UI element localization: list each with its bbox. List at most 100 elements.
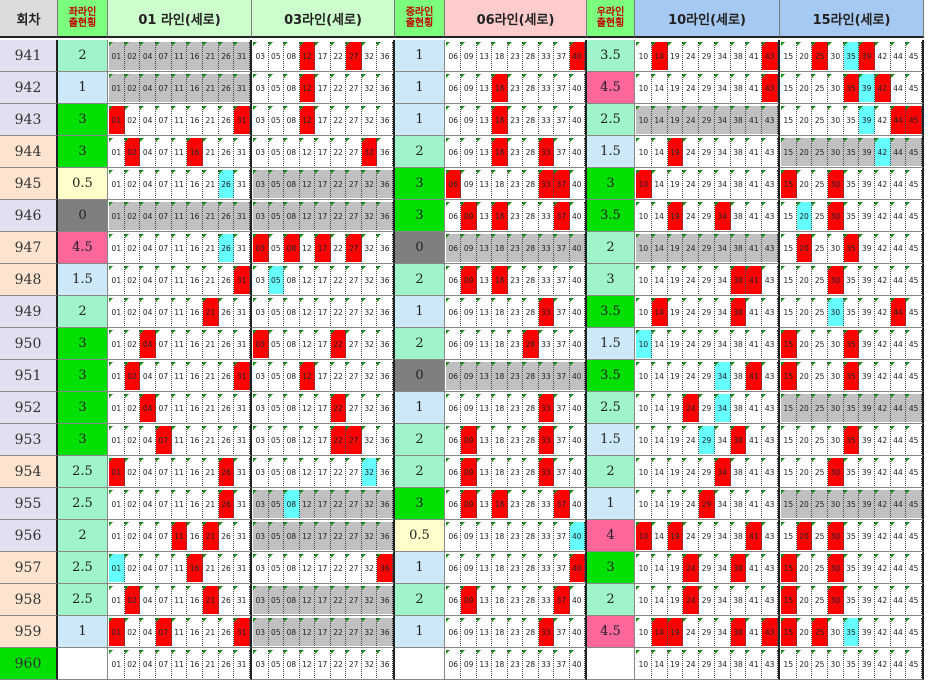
right-line-rate-cell[interactable]: 1.5	[587, 424, 635, 456]
number-cell-24[interactable]: 24	[683, 522, 700, 550]
number-cell-45[interactable]: 45	[906, 234, 922, 262]
number-cell-31[interactable]: 31	[234, 490, 250, 518]
number-cell-40[interactable]: 40	[569, 106, 585, 134]
left-line-rate-cell[interactable]: 2.5	[58, 584, 108, 616]
number-cell-43[interactable]: 43	[762, 554, 778, 582]
number-cell-21[interactable]: 21	[203, 618, 219, 646]
number-cell-39[interactable]: 39	[859, 458, 875, 486]
right-line-rate-cell[interactable]	[587, 648, 635, 680]
number-cell-25[interactable]: 25	[812, 394, 828, 422]
number-cell-19[interactable]: 19	[667, 362, 684, 390]
mid-line-rate-cell[interactable]: 1	[395, 296, 445, 328]
number-cell-36[interactable]: 36	[377, 522, 393, 550]
number-cell-31[interactable]: 31	[234, 74, 250, 102]
number-cell-17[interactable]: 17	[315, 202, 331, 230]
left-line-rate-cell[interactable]: 3	[58, 360, 108, 392]
number-cell-44[interactable]: 44	[890, 650, 907, 678]
number-cell-14[interactable]: 14	[651, 426, 668, 454]
number-cell-32[interactable]: 32	[361, 234, 378, 262]
number-cell-32[interactable]: 32	[361, 138, 378, 166]
number-cell-26[interactable]: 26	[218, 42, 235, 70]
number-cell-42[interactable]: 42	[875, 522, 891, 550]
right-line-rate-cell[interactable]: 3.5	[587, 40, 635, 72]
number-cell-30[interactable]: 30	[828, 586, 844, 614]
number-cell-17[interactable]: 17	[315, 522, 331, 550]
number-cell-42[interactable]: 42	[875, 138, 891, 166]
number-cell-12[interactable]: 12	[299, 298, 316, 326]
number-cell-15[interactable]: 15	[781, 202, 797, 230]
number-cell-05[interactable]: 05	[268, 362, 285, 390]
number-cell-39[interactable]: 39	[859, 362, 875, 390]
number-cell-41[interactable]: 41	[746, 554, 763, 582]
number-cell-35[interactable]: 35	[843, 234, 860, 262]
number-cell-36[interactable]: 36	[377, 618, 393, 646]
number-cell-31[interactable]: 31	[234, 554, 250, 582]
number-cell-43[interactable]: 43	[762, 106, 778, 134]
number-cell-23[interactable]: 23	[507, 42, 524, 70]
number-cell-07[interactable]: 07	[156, 554, 172, 582]
number-cell-41[interactable]: 41	[746, 298, 763, 326]
number-cell-34[interactable]: 34	[714, 298, 731, 326]
number-cell-37[interactable]: 37	[554, 426, 570, 454]
number-cell-38[interactable]: 38	[730, 554, 747, 582]
number-cell-34[interactable]: 34	[714, 458, 731, 486]
number-cell-35[interactable]: 35	[843, 298, 860, 326]
number-cell-13[interactable]: 13	[476, 362, 493, 390]
number-cell-28[interactable]: 28	[523, 522, 539, 550]
number-cell-04[interactable]: 04	[140, 458, 156, 486]
number-cell-19[interactable]: 19	[667, 138, 684, 166]
number-cell-18[interactable]: 18	[492, 554, 508, 582]
number-cell-01[interactable]: 01	[109, 234, 125, 262]
number-cell-31[interactable]: 31	[234, 298, 250, 326]
number-cell-14[interactable]: 14	[651, 330, 668, 358]
number-cell-31[interactable]: 31	[234, 618, 250, 646]
number-cell-19[interactable]: 19	[667, 394, 684, 422]
number-cell-24[interactable]: 24	[683, 234, 700, 262]
number-cell-03[interactable]: 03	[253, 554, 269, 582]
number-cell-17[interactable]: 17	[315, 394, 331, 422]
number-cell-16[interactable]: 16	[187, 138, 203, 166]
number-cell-37[interactable]: 37	[554, 234, 570, 262]
number-cell-24[interactable]: 24	[683, 42, 700, 70]
number-cell-17[interactable]: 17	[315, 490, 331, 518]
number-cell-24[interactable]: 24	[683, 586, 700, 614]
number-cell-05[interactable]: 05	[268, 202, 285, 230]
number-cell-12[interactable]: 12	[299, 554, 316, 582]
number-cell-41[interactable]: 41	[746, 266, 763, 294]
number-cell-03[interactable]: 03	[253, 490, 269, 518]
number-cell-44[interactable]: 44	[890, 138, 907, 166]
number-cell-22[interactable]: 22	[330, 170, 347, 198]
number-cell-07[interactable]: 07	[156, 522, 172, 550]
number-cell-37[interactable]: 37	[554, 618, 570, 646]
number-cell-15[interactable]: 15	[781, 330, 797, 358]
number-cell-36[interactable]: 36	[377, 394, 393, 422]
number-cell-36[interactable]: 36	[377, 202, 393, 230]
right-line-rate-cell[interactable]: 4.5	[587, 72, 635, 104]
number-cell-23[interactable]: 23	[507, 554, 524, 582]
number-cell-09[interactable]: 09	[461, 266, 477, 294]
number-cell-11[interactable]: 11	[171, 394, 188, 422]
number-cell-18[interactable]: 18	[492, 234, 508, 262]
number-cell-10[interactable]: 10	[636, 458, 652, 486]
number-cell-40[interactable]: 40	[569, 490, 585, 518]
number-cell-05[interactable]: 05	[268, 618, 285, 646]
number-cell-36[interactable]: 36	[377, 490, 393, 518]
number-cell-42[interactable]: 42	[875, 330, 891, 358]
number-cell-27[interactable]: 27	[346, 138, 362, 166]
number-cell-25[interactable]: 25	[812, 330, 828, 358]
number-cell-23[interactable]: 23	[507, 618, 524, 646]
number-cell-21[interactable]: 21	[203, 650, 219, 678]
round-cell[interactable]: 954	[0, 456, 58, 488]
number-cell-04[interactable]: 04	[140, 202, 156, 230]
number-cell-15[interactable]: 15	[781, 394, 797, 422]
number-cell-37[interactable]: 37	[554, 394, 570, 422]
number-cell-22[interactable]: 22	[330, 586, 347, 614]
number-cell-17[interactable]: 17	[315, 74, 331, 102]
round-cell[interactable]: 948	[0, 264, 58, 296]
number-cell-14[interactable]: 14	[651, 170, 668, 198]
number-cell-09[interactable]: 09	[461, 586, 477, 614]
left-line-rate-cell[interactable]: 4.5	[58, 232, 108, 264]
number-cell-33[interactable]: 33	[538, 330, 555, 358]
number-cell-42[interactable]: 42	[875, 202, 891, 230]
number-cell-16[interactable]: 16	[187, 234, 203, 262]
